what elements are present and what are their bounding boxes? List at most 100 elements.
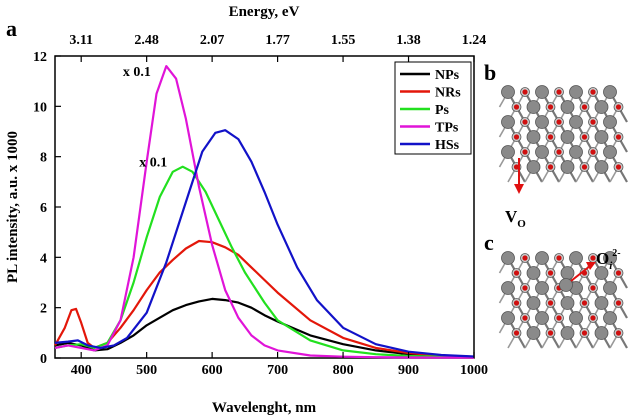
oxygen-atom — [513, 104, 520, 110]
oxygen-atom — [556, 149, 562, 155]
legend-label-tps: TPs — [435, 121, 459, 136]
lattice-atom — [535, 85, 549, 99]
top-tick-label: 1.77 — [265, 33, 290, 48]
oxygen-atom — [581, 104, 588, 110]
legend-label-nrs: NRs — [435, 86, 461, 101]
oxygen-atom — [522, 285, 528, 291]
panel-b-label: b — [484, 60, 496, 85]
oxygen-atom — [513, 270, 520, 276]
lattice-atom — [569, 145, 583, 159]
lattice-atom — [569, 251, 583, 265]
lattice-atom — [569, 85, 583, 99]
x-tick-label: 500 — [136, 363, 157, 378]
lattice-atom — [535, 115, 549, 129]
oxygen-atom — [522, 119, 528, 125]
y-tick-label: 6 — [40, 201, 47, 216]
chart-annotations: x 0.1 x 0.1 — [123, 65, 167, 171]
interstitial-atom — [559, 278, 573, 292]
oxygen-atom — [590, 315, 596, 321]
lattice-atom — [603, 115, 617, 129]
lattice-atom — [603, 145, 617, 159]
top-axis-ticks: 3.11 2.48 2.07 1.77 1.55 1.38 1.24 — [69, 33, 486, 62]
series-line-hss — [54, 129, 475, 358]
series-line-nps — [54, 297, 475, 358]
lattice-atom — [560, 100, 575, 114]
x-axis-label: Wavelenght, nm — [212, 400, 317, 416]
oxygen-atom — [590, 255, 596, 261]
panel-c-label: c — [484, 230, 494, 255]
lattice-atom — [535, 145, 549, 159]
y-tick-label: 4 — [40, 251, 47, 266]
oxygen-atom — [547, 270, 554, 276]
lattice-atom — [603, 251, 617, 265]
legend-label-ps: Ps — [435, 103, 450, 118]
oxygen-atom — [547, 300, 554, 306]
oxygen-atom — [547, 164, 554, 170]
lattice-atom — [603, 311, 617, 325]
interstitial-arrow-head — [586, 262, 596, 270]
lattice-atom — [560, 130, 575, 144]
oxygen-atom — [513, 164, 520, 170]
lattice-atom — [594, 130, 609, 144]
oxygen-atom — [547, 104, 554, 110]
x-tick-label: 800 — [333, 363, 354, 378]
oxygen-atom — [615, 270, 622, 276]
oxygen-atom — [547, 134, 554, 140]
lattice-atom — [594, 100, 609, 114]
panel-c-lattice: c Oi2- — [484, 230, 628, 349]
oxygen-atom — [556, 315, 562, 321]
x-tick-label: 1000 — [460, 363, 488, 378]
lattice-atom — [501, 85, 515, 99]
oxygen-atom — [513, 134, 520, 140]
lattice-atom — [594, 326, 609, 340]
y-axis-label: PL intensity, a.u. x 1000 — [5, 131, 21, 283]
oxygen-atom — [590, 119, 596, 125]
oxygen-atom — [615, 300, 622, 306]
lattice-atom — [560, 296, 575, 310]
legend-label-hss: HSs — [435, 138, 460, 153]
y-tick-label: 8 — [40, 151, 47, 166]
oxygen-atom — [615, 134, 622, 140]
scale-annotation: x 0.1 — [123, 65, 151, 80]
y-tick-label: 12 — [33, 50, 47, 65]
oxygen-atom — [615, 104, 622, 110]
x-tick-label: 600 — [202, 363, 223, 378]
oxygen-atom — [513, 300, 520, 306]
lattice-atom — [501, 311, 515, 325]
lattice-atom — [560, 326, 575, 340]
lattice-interstitial-structure — [498, 251, 628, 349]
lattice-atom — [526, 130, 541, 144]
lattice-atom — [501, 145, 515, 159]
top-tick-label: 2.48 — [134, 33, 159, 48]
vacancy-label: VO — [505, 207, 526, 230]
y-tick-label: 10 — [33, 100, 47, 115]
oxygen-atom — [556, 255, 562, 261]
lattice-atom — [535, 251, 549, 265]
top-axis-label: Energy, eV — [229, 4, 300, 20]
oxygen-atom — [590, 285, 596, 291]
lattice-atom — [594, 266, 609, 280]
panel-b-lattice: b VO — [484, 60, 628, 230]
lattice-atom — [526, 266, 541, 280]
y-tick-label: 0 — [40, 352, 47, 367]
pl-chart: 400 500 600 700 800 900 1000 0 2 4 6 8 10 12 3.11 2.4… — [5, 4, 488, 416]
interstitial-label: Oi2- — [596, 248, 621, 272]
x-tick-label: 900 — [398, 363, 419, 378]
oxygen-atom — [547, 330, 554, 336]
lattice-atom — [594, 160, 609, 174]
y-axis-ticks: 0 2 4 6 8 10 12 — [33, 50, 61, 367]
oxygen-atom — [581, 164, 588, 170]
x-tick-label: 700 — [267, 363, 288, 378]
oxygen-atom — [590, 149, 596, 155]
lattice-atom — [526, 100, 541, 114]
chart-legend: NPs NRs Ps TPs HSs — [394, 61, 472, 155]
lattice-atom — [535, 311, 549, 325]
oxygen-atom — [513, 330, 520, 336]
lattice-vacancy-structure — [498, 85, 628, 183]
lattice-atom — [594, 296, 609, 310]
top-tick-label: 2.07 — [200, 33, 225, 48]
top-tick-label: 1.38 — [396, 33, 421, 48]
oxygen-atom — [522, 149, 528, 155]
legend-label-nps: NPs — [435, 68, 460, 83]
